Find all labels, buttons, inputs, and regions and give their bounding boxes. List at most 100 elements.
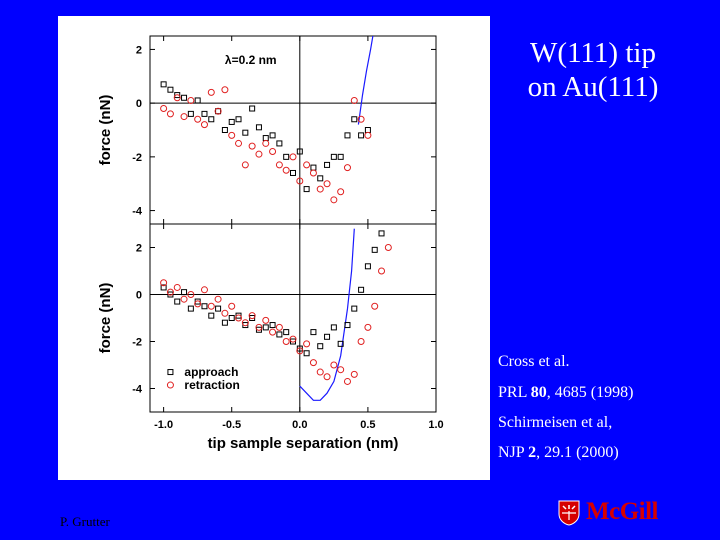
panel-bottom-xtick-label: -0.5 <box>222 419 241 431</box>
panel-top-approach-point <box>364 127 371 133</box>
panel-top-approach-point <box>242 129 249 136</box>
panel-top-approach-point <box>160 81 167 88</box>
panel-top-approach-point <box>262 135 269 142</box>
panel-bottom-retraction-point <box>316 368 324 376</box>
panel-top-retraction-point <box>296 177 304 185</box>
panel-bottom-xtick-label: 0.0 <box>292 419 307 431</box>
panel-bottom-ytick-label: -2 <box>132 337 142 349</box>
panel-bottom-retraction-point <box>173 283 181 291</box>
panel-bottom-approach-point <box>344 322 351 329</box>
panel-bottom-retraction-point <box>364 323 372 331</box>
panel-bottom-legend-approach-marker <box>167 369 174 376</box>
panel-top-retraction-point <box>350 96 358 104</box>
crest-icon <box>558 500 580 526</box>
panel-bottom-xlabel: tip sample separation (nm) <box>208 435 399 452</box>
panel-top-retraction-point <box>337 188 345 196</box>
panel-bottom-approach-point <box>317 343 324 350</box>
panel-top-approach-point <box>201 110 208 117</box>
panel-bottom-approach-point <box>174 298 181 305</box>
panel-bottom-xtick-label: 1.0 <box>428 419 443 431</box>
mcgill-logo: McGill <box>556 497 676 531</box>
panel-top-retraction-point <box>330 196 338 204</box>
logo-text: McGill <box>586 498 658 525</box>
panel-top-ytick-label: -2 <box>132 152 142 164</box>
panel-top-approach-point <box>208 116 215 123</box>
panel-top-approach-point <box>167 86 174 93</box>
panel-top-ylabel: force (nN) <box>97 95 114 166</box>
panel-top-approach-point <box>303 186 310 193</box>
panel-bottom-retraction-point <box>350 370 358 378</box>
panel-bottom-retraction-point <box>343 377 351 385</box>
panel-bottom-ytick-label: -4 <box>132 384 143 396</box>
panel-top-approach-point <box>269 132 276 139</box>
panel-bottom-retraction-point <box>275 323 283 331</box>
panel-bottom-approach-point <box>283 329 290 336</box>
slide-title: W(111) tip on Au(111) <box>493 36 693 104</box>
panel-top-retraction-point <box>228 131 236 139</box>
panel-top-approach-point <box>358 132 365 139</box>
panel-bottom-retraction-point <box>214 295 222 303</box>
panel-bottom-plot-area <box>160 228 392 401</box>
title-line-2: on Au(111) <box>527 71 659 103</box>
panel-bottom-approach-point <box>358 286 365 293</box>
reference-4: NJP 2, 29.1 (2000) <box>498 443 619 463</box>
panel-bottom-retraction-point <box>337 366 345 374</box>
panel-bottom-approach-point <box>262 324 269 331</box>
panel-bottom-approach-point <box>378 230 385 237</box>
panel-top-approach-point <box>187 110 194 117</box>
panel-top-approach-point <box>296 148 303 155</box>
panel-top-retraction-point <box>166 110 174 118</box>
panel-top-approach-point <box>276 140 283 147</box>
panel-top-retraction-point <box>235 139 243 147</box>
author-credit: P. Grutter <box>60 514 110 529</box>
panel-bottom-retraction-point <box>289 335 297 343</box>
panel-top-retraction-point <box>173 94 181 102</box>
panel-top-approach-point <box>194 97 201 104</box>
panel-top-approach-point <box>351 116 358 123</box>
panel-bottom-retraction-point <box>296 347 304 355</box>
panel-bottom-ytick-label: 0 <box>136 290 142 302</box>
force-curve-chart: 2 0 -2 -4 force (nN) λ=0.2 nm 2 0 -2 -4 force (nN)… <box>97 35 444 452</box>
panel-top-approach-point <box>283 153 290 160</box>
panel-bottom-approach-point <box>310 329 317 336</box>
panel-bottom-retraction-point <box>330 361 338 369</box>
panel-bottom-ytick-label: 2 <box>136 243 142 255</box>
panel-bottom-retraction-point <box>371 302 379 310</box>
panel-top-retraction-point <box>343 164 351 172</box>
panel-top-approach-point <box>324 161 331 168</box>
panel-top-retraction-point <box>364 131 372 139</box>
panel-bottom-retraction-point <box>303 340 311 348</box>
panel-top-approach-point <box>317 175 324 182</box>
panel-top-fit-line <box>357 36 374 125</box>
panel-top-approach-point <box>215 108 222 115</box>
panel-bottom-approach-point <box>187 305 194 312</box>
panel-bottom-fit-line <box>299 228 355 401</box>
panel-top-retraction-point <box>221 86 229 94</box>
panel-bottom-approach-point <box>269 322 276 329</box>
panel-bottom-xtick-label: -1.0 <box>154 419 173 431</box>
panel-bottom-approach-point <box>303 350 310 357</box>
panel-bottom-retraction-point <box>241 319 249 327</box>
panel-top-retraction-point <box>275 161 283 169</box>
panel-bottom-approach-point <box>208 312 215 319</box>
panel-top-approach-point <box>290 169 296 176</box>
panel-top-approach-point <box>344 132 351 139</box>
panel-top-approach-point <box>174 92 181 99</box>
panel-top-approach-point <box>337 153 344 160</box>
panel-top-retraction-point <box>303 161 311 169</box>
reference-4-rest: , 29.1 (2000) <box>536 444 619 461</box>
panel-top-retraction-point <box>282 166 290 174</box>
panel-bottom-approach-point <box>228 315 235 321</box>
panel-top-retraction-point <box>357 115 365 123</box>
panel-bottom-retraction-point <box>228 302 236 310</box>
panel-top-retraction-point <box>269 147 277 155</box>
panel-bottom-approach-point <box>371 246 378 253</box>
panel-bottom-approach-point <box>201 303 208 310</box>
panel-top-retraction-point <box>200 121 208 129</box>
panel-bottom-xtick-label: 0.5 <box>360 419 375 431</box>
panel-top-ytick-label: 0 <box>136 98 142 110</box>
panel-bottom-ylabel: force (nN) <box>97 283 114 354</box>
panel-bottom-retraction-point <box>221 309 229 317</box>
panel-bottom-retraction-point <box>160 279 168 287</box>
panel-bottom-approach-point <box>351 305 358 312</box>
